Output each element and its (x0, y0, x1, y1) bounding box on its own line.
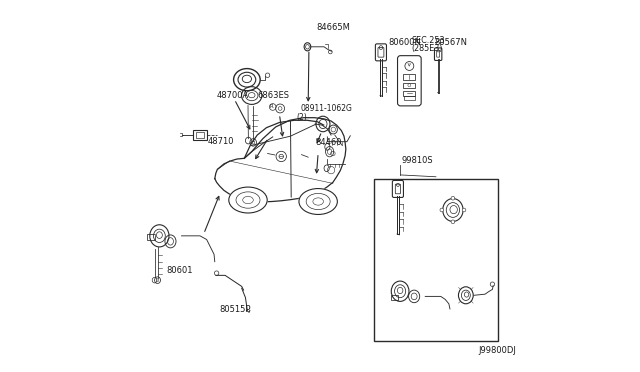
Text: (2): (2) (296, 113, 307, 122)
Circle shape (451, 220, 455, 224)
Text: 6863ES: 6863ES (257, 91, 289, 100)
Text: 80601: 80601 (166, 266, 193, 275)
Bar (403, 83, 415, 88)
Text: J99800DJ: J99800DJ (479, 346, 516, 355)
Bar (403, 74, 415, 80)
Ellipse shape (243, 75, 252, 83)
Text: 99810S: 99810S (401, 155, 433, 165)
Text: 84665M: 84665M (316, 23, 350, 32)
Ellipse shape (450, 206, 458, 214)
Ellipse shape (248, 93, 255, 98)
Bar (196, 132, 204, 138)
Bar (391, 295, 398, 301)
Text: 08911-1062G: 08911-1062G (301, 104, 353, 113)
Bar (403, 91, 415, 96)
Ellipse shape (299, 189, 337, 215)
Text: R: R (269, 105, 273, 109)
Text: 84460: 84460 (316, 138, 342, 147)
FancyBboxPatch shape (396, 184, 401, 194)
Text: 80567N: 80567N (435, 38, 467, 46)
Bar (193, 129, 207, 140)
FancyBboxPatch shape (378, 48, 384, 57)
FancyBboxPatch shape (436, 51, 440, 57)
Text: (285E3): (285E3) (411, 44, 443, 53)
Text: SEC.253: SEC.253 (411, 36, 445, 45)
Bar (374, 179, 499, 341)
Ellipse shape (156, 232, 163, 238)
Circle shape (451, 196, 455, 200)
Text: 80515P: 80515P (220, 305, 251, 314)
Bar (147, 234, 155, 240)
Circle shape (462, 208, 466, 212)
Text: 48700A: 48700A (216, 91, 249, 100)
Bar (404, 96, 415, 100)
Ellipse shape (229, 187, 268, 213)
Text: 80600N: 80600N (388, 38, 421, 46)
Circle shape (440, 208, 444, 212)
Text: 48710: 48710 (207, 137, 234, 146)
Ellipse shape (397, 287, 403, 294)
Ellipse shape (465, 292, 468, 297)
